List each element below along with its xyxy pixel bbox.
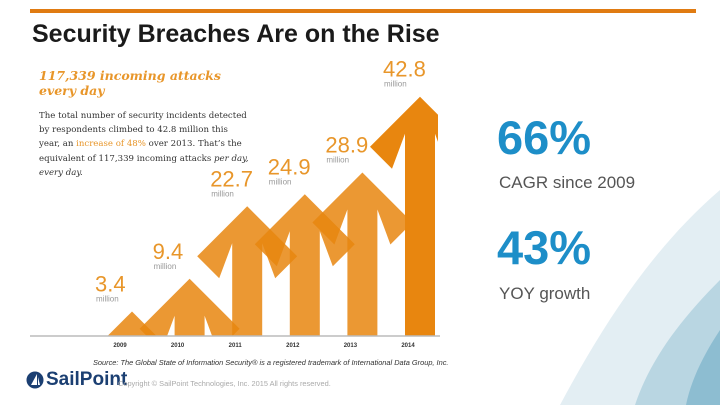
arrow-bar-2013 [312,172,413,336]
x-tick-label: 2010 [171,343,185,349]
x-tick-label: 2009 [113,343,127,349]
x-tick-label: 2014 [401,343,415,349]
value-label: 24.9 [268,154,311,179]
stat-yoy-value: 43% [497,221,592,274]
unit-label: million [211,189,234,198]
copyright: Copyright © SailPoint Technologies, Inc.… [118,379,331,388]
arrow-bar-2014 [370,96,438,336]
arrow-bar-2010 [139,278,240,336]
sail-icon [26,371,44,389]
sailpoint-logo: SailPoint [26,369,127,391]
value-label: 28.9 [325,132,368,157]
accent-bar [30,9,696,13]
x-tick-label: 2011 [229,343,243,349]
unit-label: million [96,294,119,303]
unit-label: million [154,262,177,271]
unit-label: million [269,177,292,186]
infographic-body: The total number of security incidents d… [39,111,249,178]
infographic-headline: 117,339 incoming attacks every day [39,68,221,98]
stat-cagr-value: 66% [497,111,592,164]
stat-cagr-label: CAGR since 2009 [499,173,636,192]
unit-label: million [384,80,407,89]
x-tick-label: 2013 [344,343,358,349]
value-label: 22.7 [210,166,253,191]
value-label: 42.8 [383,57,426,82]
value-label: 3.4 [95,271,126,296]
source-note: Source: The Global State of Information … [93,358,449,367]
x-tick-label: 2012 [286,343,300,349]
slide-title: Security Breaches Are on the Rise [32,20,440,48]
value-label: 9.4 [153,239,184,264]
logo-text: SailPoint [46,369,128,390]
unit-label: million [326,155,349,164]
stat-yoy-label: YOY growth [499,284,591,303]
